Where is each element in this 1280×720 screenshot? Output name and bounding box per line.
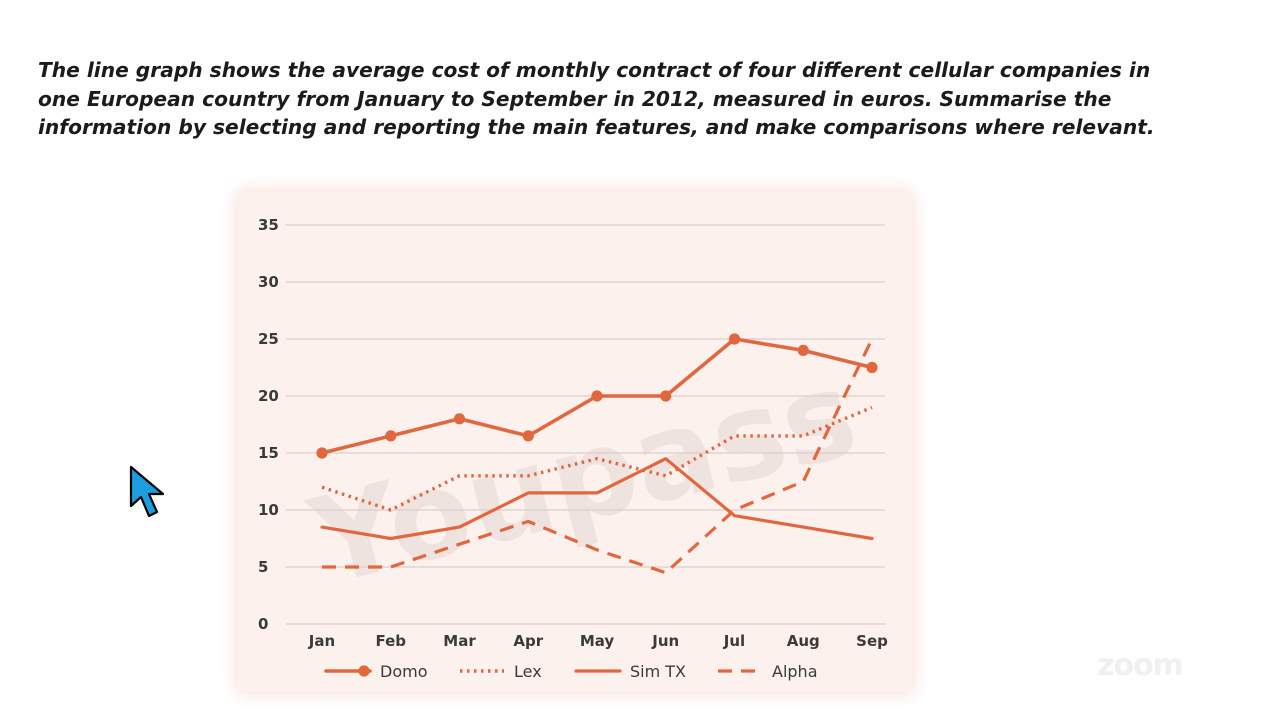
x-tick-label-sep: Sep xyxy=(856,632,888,650)
legend: Domo Lex Sim TX Alpha xyxy=(324,662,818,681)
x-tick-label-may: May xyxy=(580,632,615,650)
point-domo-jun xyxy=(660,390,672,402)
x-tick-label-jun: Jun xyxy=(651,632,679,650)
x-tick-label-aug: Aug xyxy=(787,632,820,650)
y-axis-ticks: 0 5 10 15 20 25 30 35 xyxy=(258,216,279,633)
y-tick-label-0: 0 xyxy=(258,615,268,633)
series-line-lex xyxy=(321,405,873,512)
x-tick-label-mar: Mar xyxy=(443,632,476,650)
x-axis-ticks: Jan Feb Mar Apr May Jun Jul Aug Sep xyxy=(308,632,888,650)
y-tick-label-25: 25 xyxy=(258,330,279,348)
task-prompt: The line graph shows the average cost of… xyxy=(38,58,1155,139)
point-domo-jan xyxy=(316,447,328,459)
y-tick-label-30: 30 xyxy=(258,273,279,291)
x-tick-label-apr: Apr xyxy=(513,632,543,650)
point-domo-feb xyxy=(385,430,397,442)
y-tick-label-20: 20 xyxy=(258,387,279,405)
legend-label-domo: Domo xyxy=(380,662,427,681)
grid-lines xyxy=(286,224,885,625)
watermark: Youpass xyxy=(297,344,870,613)
point-domo-mar xyxy=(453,413,466,425)
y-tick-label-15: 15 xyxy=(258,444,279,462)
point-domo-may xyxy=(591,390,603,402)
x-tick-label-jul: Jul xyxy=(723,632,745,650)
legend-marker-domo xyxy=(358,665,370,677)
legend-label-sim-tx: Sim TX xyxy=(630,662,686,681)
y-tick-label-5: 5 xyxy=(258,558,268,576)
series-line-sim-tx xyxy=(320,457,874,541)
point-domo-apr xyxy=(522,430,534,442)
series-lines xyxy=(316,333,878,575)
point-domo-sep xyxy=(866,361,878,374)
legend-label-alpha: Alpha xyxy=(772,662,818,681)
chart-card: Youpass 0 5 10 15 20 25 30 35 Jan Feb Mar Apr May Ju… xyxy=(238,192,912,692)
point-domo-jul xyxy=(728,333,741,345)
x-tick-label-jan: Jan xyxy=(308,632,335,650)
legend-label-lex: Lex xyxy=(514,662,542,681)
series-line-alpha xyxy=(322,338,874,575)
mouse-pointer-icon xyxy=(129,465,165,518)
zoom-watermark: zoom xyxy=(1097,648,1184,683)
x-tick-label-feb: Feb xyxy=(375,632,406,650)
y-tick-label-35: 35 xyxy=(258,216,279,234)
line-chart: Youpass 0 5 10 15 20 25 30 35 Jan Feb Mar Apr May Ju… xyxy=(258,216,888,681)
point-domo-aug xyxy=(797,344,809,356)
y-tick-label-10: 10 xyxy=(258,501,279,519)
